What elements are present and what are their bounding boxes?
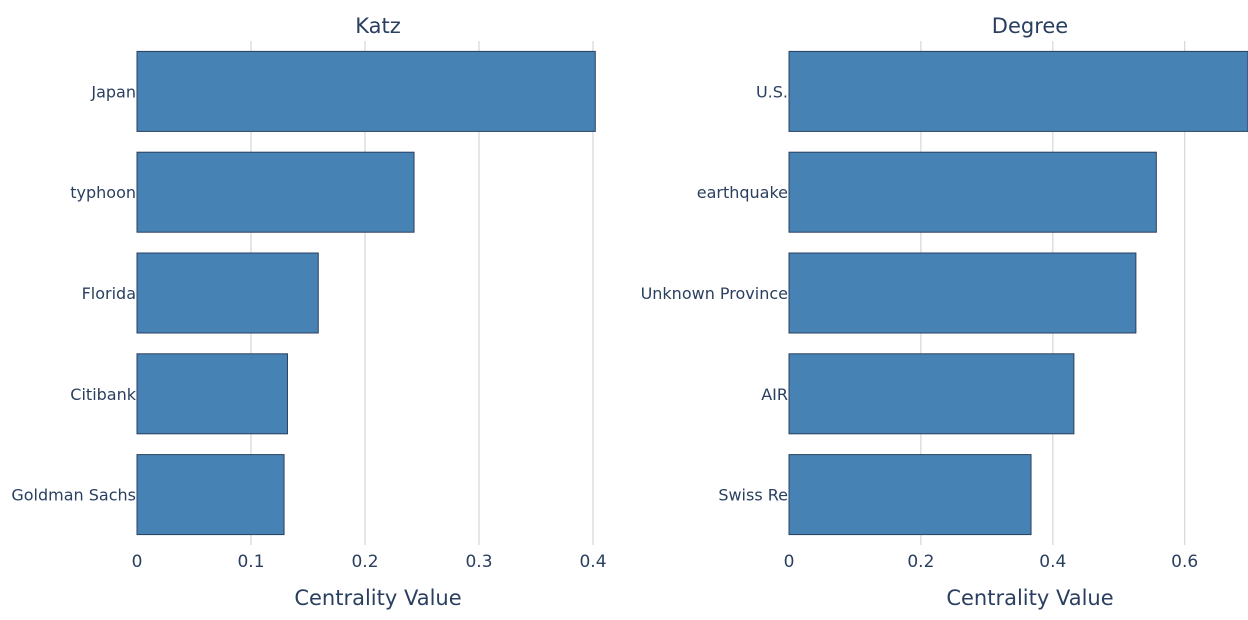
katz-xtick-label: 0 xyxy=(132,552,143,572)
katz-category-label: Japan xyxy=(90,82,136,101)
katz-category-label: Goldman Sachs xyxy=(11,486,136,505)
degree-bar-unknown-province xyxy=(788,252,1137,334)
katz-bar-typhoon xyxy=(136,151,415,233)
degree-bar-earthquake xyxy=(788,151,1157,233)
katz-chart-title: Katz xyxy=(355,14,401,38)
degree-category-label: AIR xyxy=(761,385,788,404)
katz-x-axis-label: Centrality Value xyxy=(294,586,461,610)
katz-bar-citibank xyxy=(136,353,288,435)
degree-chart-title: Degree xyxy=(992,14,1068,38)
katz-category-label: typhoon xyxy=(70,183,136,202)
degree-xtick-label: 0.6 xyxy=(1171,552,1198,572)
degree-category-label: Swiss Re xyxy=(718,486,788,505)
katz-xtick-label: 0.2 xyxy=(351,552,378,572)
degree-category-label: U.S. xyxy=(756,82,788,101)
degree-xtick-label: 0.2 xyxy=(907,552,934,572)
katz-xtick-label: 0.4 xyxy=(579,552,606,572)
degree-bar-u-s- xyxy=(788,50,1248,132)
katz-category-label: Florida xyxy=(82,284,136,303)
katz-category-label: Citibank xyxy=(70,385,136,404)
katz-xtick-label: 0.1 xyxy=(237,552,264,572)
degree-bar-air xyxy=(788,353,1075,435)
degree-bar-swiss-re xyxy=(788,454,1032,536)
degree-category-label: Unknown Province xyxy=(641,284,788,303)
katz-bar-japan xyxy=(136,50,596,132)
katz-xtick-label: 0.3 xyxy=(465,552,492,572)
degree-category-label: earthquake xyxy=(697,183,788,202)
katz-bar-florida xyxy=(136,252,319,334)
degree-xtick-label: 0.4 xyxy=(1039,552,1066,572)
katz-bar-goldman-sachs xyxy=(136,454,285,536)
degree-x-axis-label: Centrality Value xyxy=(946,586,1113,610)
degree-xtick-label: 0 xyxy=(784,552,795,572)
